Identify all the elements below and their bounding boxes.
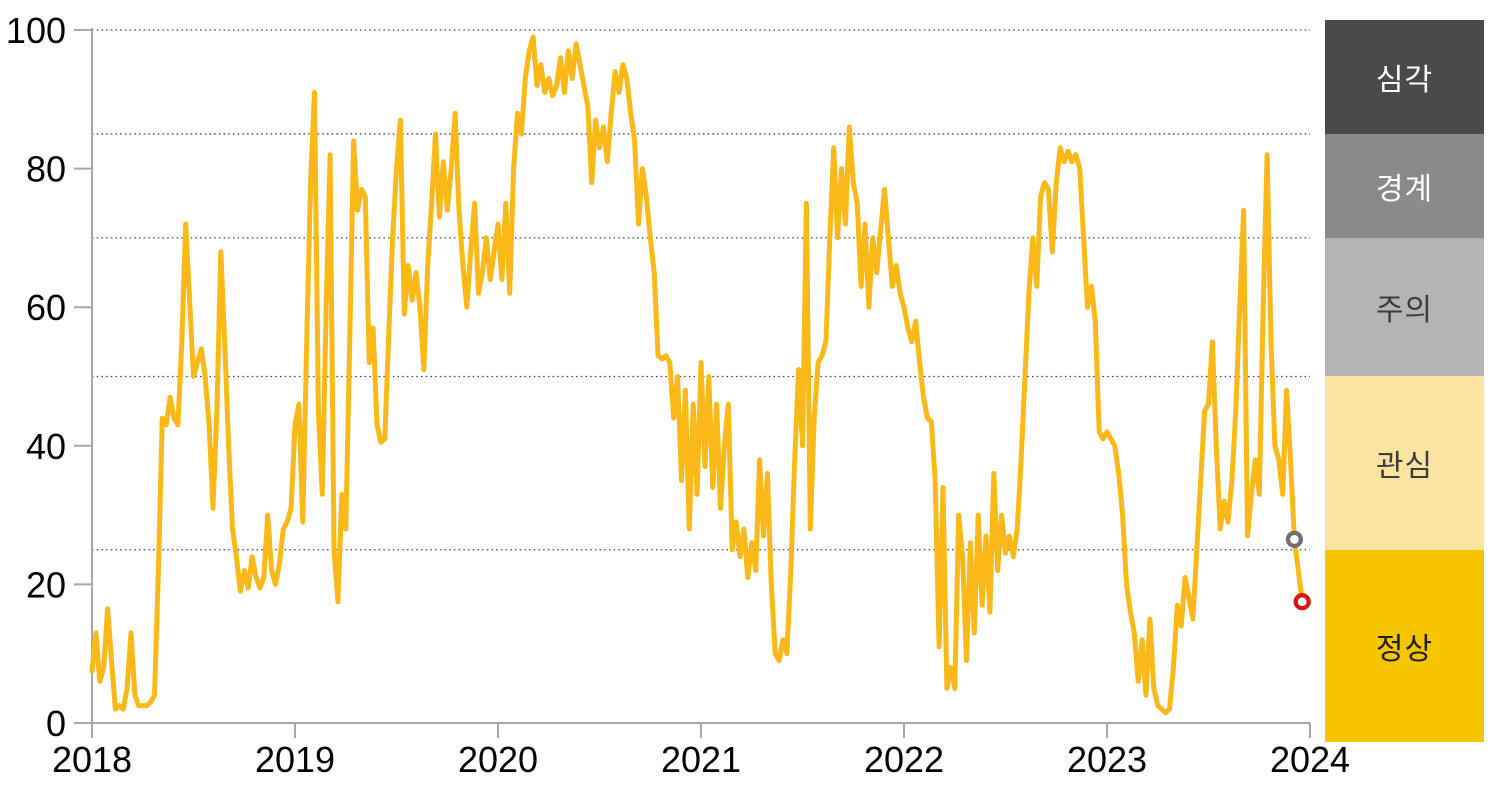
legend-band-label: 심각 (1375, 63, 1434, 97)
risk-index-line (89, 34, 1305, 716)
y-axis-tick-label: 20 (26, 564, 66, 605)
legend-band-경계: 경계 (1325, 133, 1484, 238)
y-axis-tick-label: 100 (6, 10, 66, 51)
legend-band-심각: 심각 (1325, 19, 1484, 134)
x-axis-tick-label: 2021 (661, 739, 741, 780)
legend-band-관심: 관심 (1325, 376, 1484, 550)
y-axis-tick-label: 40 (26, 426, 66, 467)
y-axis-tick-label: 60 (26, 287, 66, 328)
x-axis-tick-label: 2018 (52, 739, 132, 780)
x-axis-tick-label: 2020 (458, 739, 538, 780)
legend-band-label: 정상 (1375, 632, 1434, 666)
x-axis-tick-label: 2019 (255, 739, 335, 780)
x-axis-tick-label: 2024 (1270, 739, 1350, 780)
legend-band-label: 주의 (1375, 294, 1434, 328)
x-axis-tick-label: 2022 (864, 739, 944, 780)
y-axis-tick-label: 0 (46, 703, 66, 744)
y-axis-tick-label: 80 (26, 149, 66, 190)
legend-band-정상: 정상 (1325, 549, 1484, 742)
legend-band-주의: 주의 (1325, 237, 1484, 377)
legend-band-label: 관심 (1375, 450, 1434, 484)
previous-point-marker (1285, 530, 1303, 548)
x-axis-tick-label: 2023 (1067, 739, 1147, 780)
latest-point-marker (1293, 593, 1311, 611)
legend-band-label: 경계 (1375, 172, 1434, 206)
